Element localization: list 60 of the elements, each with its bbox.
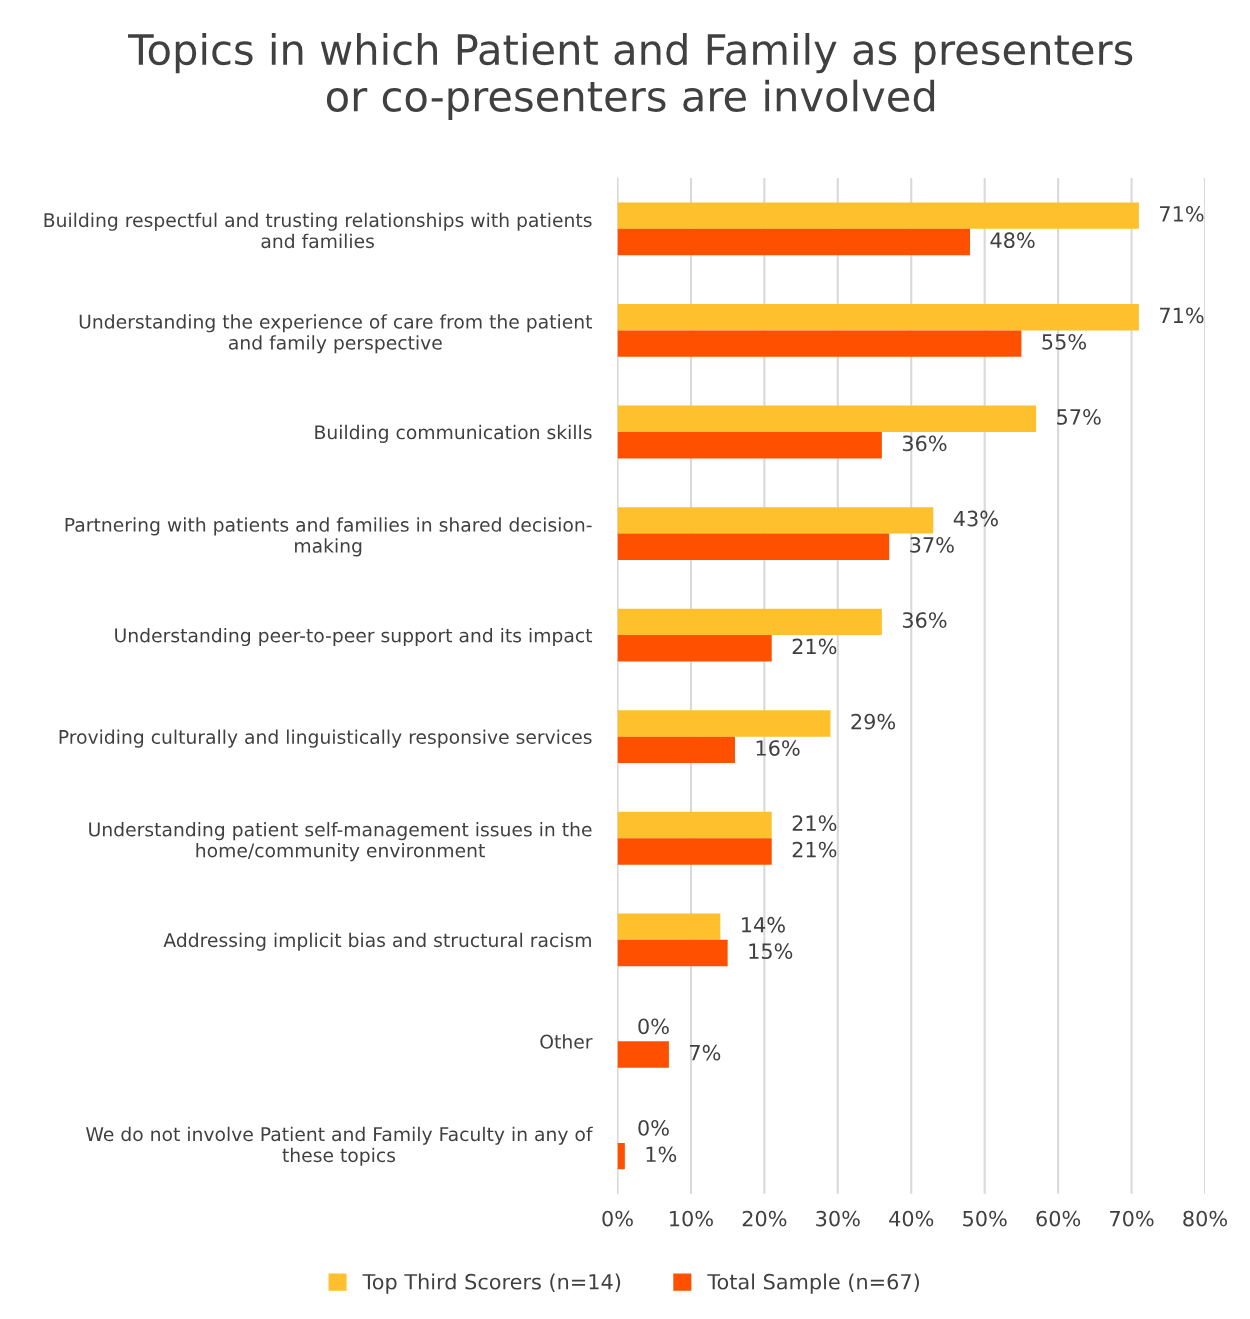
data-label: 37% bbox=[910, 537, 954, 553]
bar bbox=[617, 838, 772, 865]
bar bbox=[617, 608, 882, 636]
bar bbox=[617, 811, 772, 839]
bar bbox=[617, 1142, 625, 1170]
bar bbox=[617, 228, 970, 256]
data-label: 55% bbox=[1042, 333, 1087, 350]
data-label: 0% bbox=[638, 1120, 669, 1136]
x-tick-label: 70% bbox=[1110, 1210, 1154, 1227]
x-tick-label: 60% bbox=[1036, 1210, 1081, 1227]
bar bbox=[617, 304, 1139, 331]
data-label: 36% bbox=[902, 435, 947, 452]
data-label: 15% bbox=[749, 943, 793, 960]
chart-title: Topics in which Patient and Family as presenters or co-presenters are involved bbox=[128, 32, 1133, 120]
data-label: 21% bbox=[792, 841, 837, 858]
x-tick-label: 30% bbox=[816, 1210, 860, 1227]
legend-label: Top Third Scorers (n=14) bbox=[362, 1273, 621, 1294]
y-tick-label: Other bbox=[540, 1034, 593, 1049]
data-label: 0% bbox=[638, 1018, 669, 1035]
x-tick-label: 0% bbox=[602, 1210, 633, 1227]
data-label: 16% bbox=[756, 740, 800, 756]
x-tick-label: 80% bbox=[1183, 1210, 1227, 1227]
data-label: 57% bbox=[1057, 409, 1101, 425]
bar bbox=[617, 330, 1022, 357]
data-label: 29% bbox=[851, 713, 896, 730]
data-label: 43% bbox=[953, 510, 998, 527]
x-tick-label: 50% bbox=[963, 1210, 1007, 1227]
y-tick-label: Partnering with patients and families in shared decision- making bbox=[65, 517, 592, 557]
x-tick-label: 40% bbox=[889, 1210, 934, 1227]
legend-label: Total Sample (n=67) bbox=[707, 1273, 919, 1294]
data-label: 36% bbox=[902, 612, 947, 628]
y-tick-label: Building respectful and trusting relationships with patients and families bbox=[44, 212, 592, 249]
bar bbox=[617, 635, 772, 662]
data-label: 71% bbox=[1160, 307, 1204, 324]
bar bbox=[617, 507, 934, 534]
data-label: 14% bbox=[742, 916, 785, 933]
data-label: 21% bbox=[792, 815, 837, 832]
data-label: 1% bbox=[646, 1146, 677, 1163]
y-tick-label: Understanding the experience of care from the patient and family perspective bbox=[79, 314, 593, 354]
data-label: 48% bbox=[990, 232, 1035, 249]
y-tick-label: Providing culturally and linguistically responsive services bbox=[59, 729, 592, 748]
bar bbox=[617, 533, 890, 560]
x-tick-label: 20% bbox=[742, 1210, 787, 1227]
data-label: 7% bbox=[690, 1044, 721, 1061]
bar bbox=[617, 913, 721, 940]
y-tick-label: Addressing implicit bias and structural racism bbox=[163, 932, 591, 951]
y-tick-label: Building communication skills bbox=[315, 424, 592, 443]
y-tick-label: Understanding peer-to-peer support and its impact bbox=[115, 627, 593, 647]
bar bbox=[617, 405, 1037, 432]
bar bbox=[617, 431, 882, 459]
data-label: 21% bbox=[792, 638, 837, 655]
y-tick-label: Understanding patient self-management issues in the home/community environment bbox=[89, 822, 592, 862]
bar bbox=[617, 710, 831, 737]
data-label: 71% bbox=[1160, 205, 1204, 222]
x-tick-label: 10% bbox=[670, 1210, 713, 1227]
bar bbox=[617, 939, 728, 967]
bar bbox=[617, 1041, 669, 1068]
bar bbox=[617, 736, 735, 764]
y-tick-label: We do not involve Patient and Family Faculty in any of these topics bbox=[86, 1126, 593, 1166]
bar bbox=[617, 202, 1139, 229]
